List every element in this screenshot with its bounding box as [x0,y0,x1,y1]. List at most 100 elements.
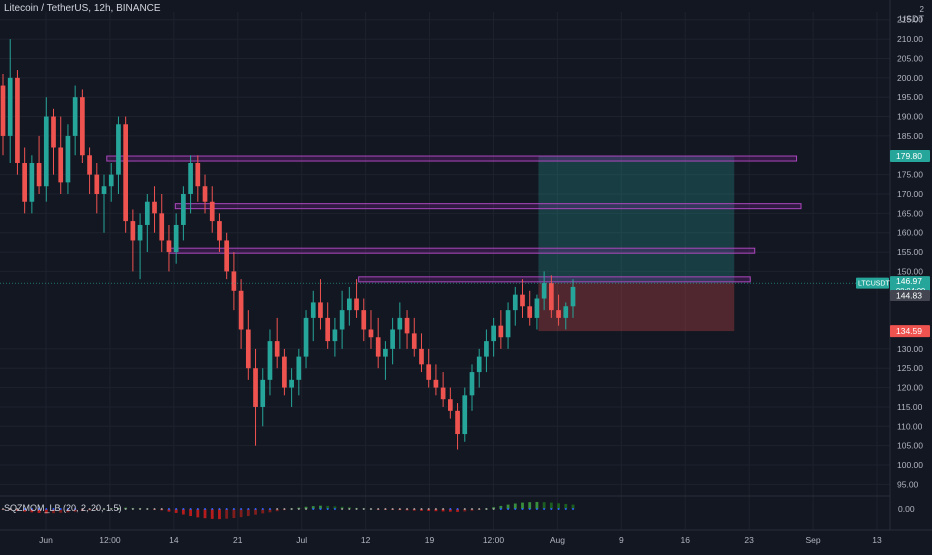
candle [419,333,424,373]
price-tick-label: 175.00 [897,170,923,180]
long-position-tool[interactable] [538,156,735,332]
price-tick-label: 130.00 [897,344,923,354]
resistance-zone[interactable] [174,203,802,210]
momentum-bar [542,502,546,509]
unit-label-currency: USDT [899,14,925,24]
momentum-bar [549,502,553,509]
momentum-bar [239,509,243,518]
squeeze-dot [492,508,495,510]
squeeze-dot [225,508,228,510]
candle [116,116,121,194]
candle-body [152,201,157,214]
time-tick-label: 12:00 [99,535,121,545]
candle [94,163,100,214]
candle [505,302,511,349]
momentum-bar [506,504,510,509]
squeeze-dot [117,508,120,510]
squeeze-dot [30,508,33,510]
squeeze-dot [535,508,538,510]
price-tick-label: 125.00 [897,363,923,373]
candle [520,279,525,318]
candle-body [202,186,208,202]
price-axis[interactable]: 215.00 210.00 205.00 200.00 195.00 190.00 185.… [889,0,923,530]
candle [43,97,49,202]
momentum-bar [203,509,207,519]
momentum-bar [448,509,452,512]
squeeze-dot [268,508,271,510]
candle [440,372,446,407]
candle [209,186,215,233]
squeeze-dot [247,508,250,510]
time-tick-label: Jun [39,535,53,545]
squeeze-dot [254,508,257,510]
candle-body [72,97,78,136]
chart-title[interactable]: Litecoin / TetherUS, 12h, BINANCE [4,3,161,14]
squeeze-dot [74,508,77,510]
squeeze-dot [564,508,567,510]
candle [484,329,489,373]
candle [527,290,533,326]
candle-body [108,174,114,187]
time-tick-label: 23 [744,535,754,545]
indicator-label[interactable]: SQZMOM_LB (20, 2, 20, 1.5) [4,503,122,513]
candle [159,193,165,253]
candle-body [390,329,395,349]
candle [51,108,56,175]
squeeze-dot [218,508,221,510]
candle [570,279,576,318]
squeeze-dot [283,508,286,510]
candle-body [123,124,129,222]
squeeze-dot [442,508,445,510]
unit-label-top: 2 [919,5,924,14]
candle-body [455,410,460,435]
squeeze-dot [420,508,423,510]
squeeze-dot [167,508,170,510]
candle [354,279,359,318]
candle-body [563,306,569,318]
candle-body [541,283,547,299]
squeeze-dot [103,508,106,510]
candle [7,39,13,164]
candle-body [181,193,186,225]
candle [556,294,561,326]
squeeze-dot [528,508,531,510]
squeeze-dot [88,508,91,510]
candle [426,348,432,388]
price-tick-label: 115.00 [897,402,923,412]
momentum-bar [326,505,330,509]
momentum-bar [210,509,214,519]
time-tick-label: 16 [680,535,690,545]
profit-zone[interactable] [538,156,735,284]
squeeze-dot [16,508,19,510]
resistance-zones[interactable] [106,155,802,283]
squeeze-dot [557,508,560,510]
candle-body [318,302,323,318]
squeeze-dot [449,508,452,510]
candle-body [354,298,359,311]
candle [231,252,237,311]
candle-body [375,337,381,357]
candle-body [144,201,150,225]
candle-body [411,333,417,349]
target-price-tag: 179.80 [890,150,930,163]
squeeze-dot [297,508,300,510]
momentum-bar [340,506,344,509]
candle-body [267,341,273,380]
time-tick-label: 9 [619,535,624,545]
momentum-bar [66,509,70,513]
momentum-bar [196,509,200,518]
candle-body [346,298,352,311]
resistance-zone[interactable] [106,155,798,162]
candle [130,209,136,272]
candle-body [116,124,121,175]
candle-body [15,77,20,164]
resistance-zone[interactable] [358,276,751,283]
time-axis[interactable]: Jun 12:00 14 21 Jul 12 19 12:00 Aug 9 16 23 Sep 13 [0,529,932,545]
candle-body [549,283,554,311]
candle-body [130,221,136,241]
candle-body [368,329,374,338]
resistance-zone[interactable] [168,247,756,254]
candle-body [440,387,446,400]
